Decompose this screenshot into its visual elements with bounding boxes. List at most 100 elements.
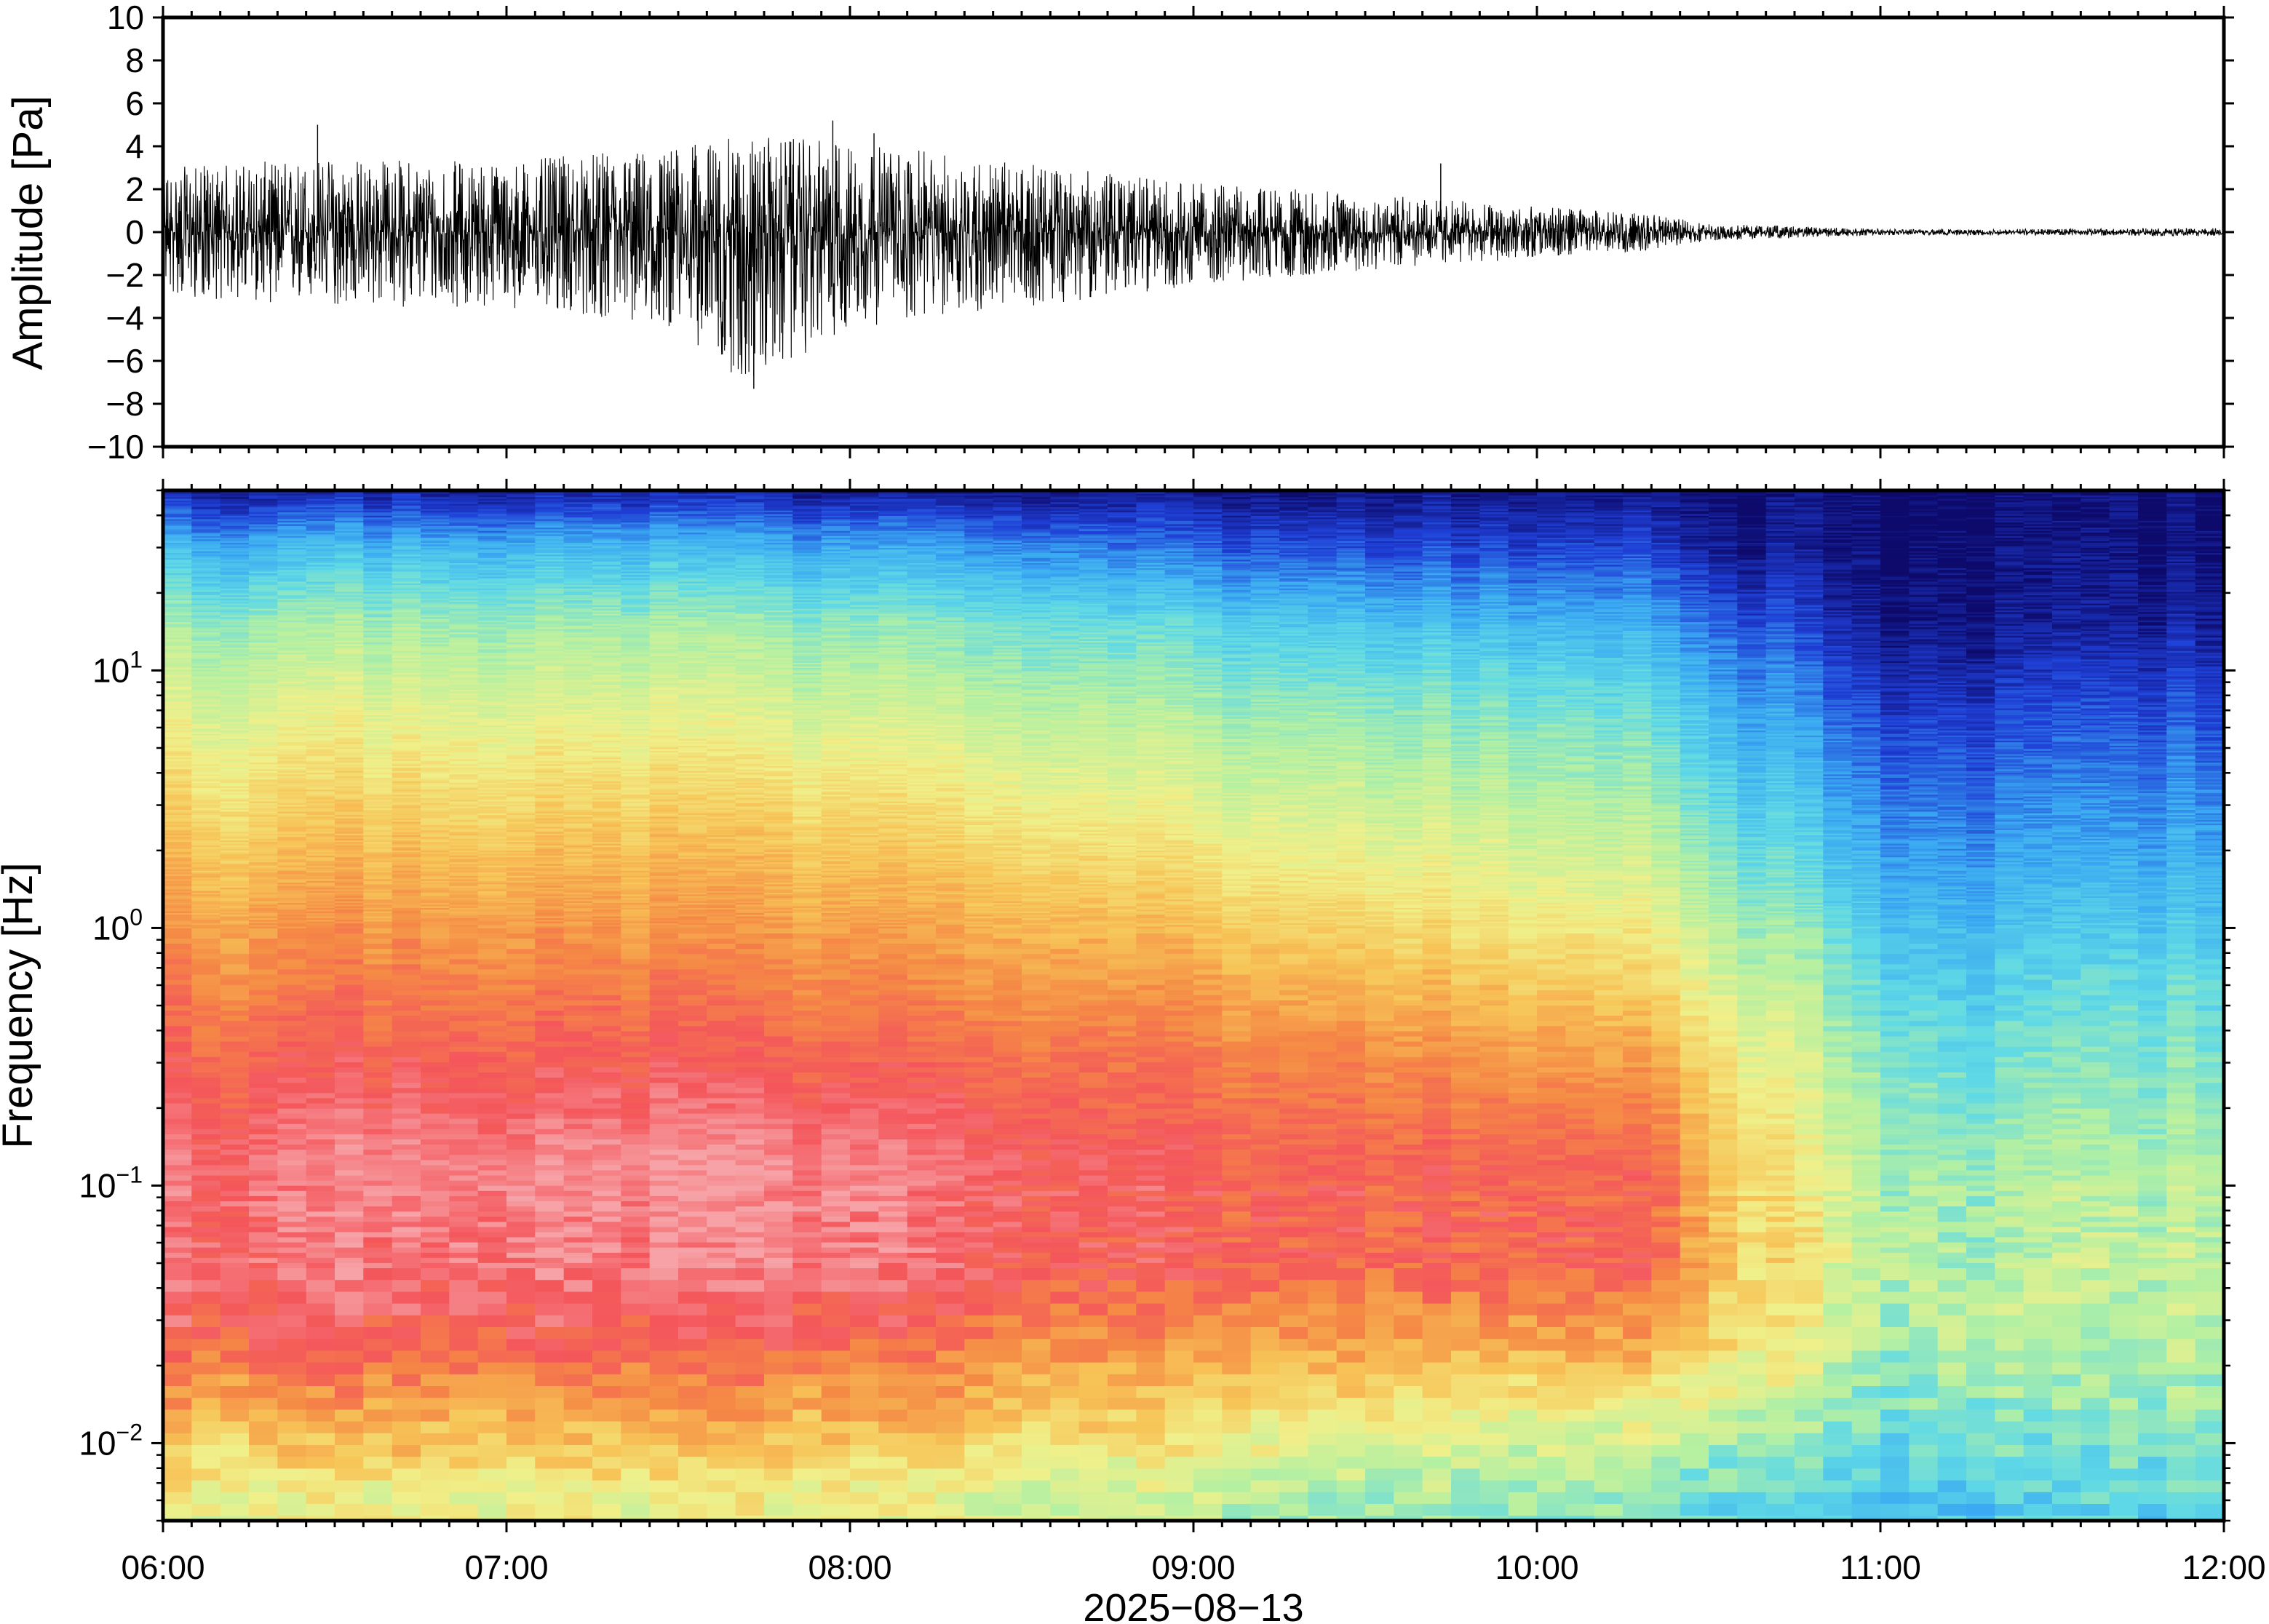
- spectrogram-cell: [392, 570, 421, 573]
- spectrogram-cell: [449, 680, 479, 682]
- spectrogram-cell: [335, 534, 364, 537]
- spectrogram-cell: [163, 549, 192, 552]
- spectrogram-cell: [449, 744, 479, 747]
- spectrogram-cell: [335, 658, 364, 660]
- spectrogram-cell: [392, 519, 421, 522]
- spectrogram-cell: [249, 583, 278, 586]
- spectrogram-cell: [506, 1180, 536, 1187]
- spectrogram-cell: [392, 717, 421, 720]
- spectrogram-cell: [249, 949, 278, 955]
- spectrogram-cell: [421, 840, 450, 843]
- spectrogram-cell: [335, 607, 364, 610]
- spectrogram-cell: [163, 520, 192, 523]
- spectrogram-cell: [363, 1078, 393, 1083]
- spectrogram-cell: [421, 838, 450, 841]
- spectrogram-cell: [421, 823, 450, 826]
- spectrogram-cell: [306, 725, 335, 728]
- spectrogram-cell: [277, 784, 307, 787]
- spectrogram-cell: [191, 883, 221, 885]
- spectrogram-cell: [506, 1088, 536, 1094]
- spectrogram-cell: [163, 524, 192, 527]
- spectrogram-cell: [363, 565, 393, 568]
- spectrogram-cell: [363, 592, 393, 594]
- spectrogram-cell: [421, 630, 450, 633]
- spectrogram-cell: [220, 544, 250, 547]
- spectrogram-cell: [277, 713, 307, 716]
- spectrogram-cell: [392, 909, 421, 912]
- spectrogram-cell: [477, 562, 507, 565]
- spectrogram-cell: [392, 1237, 421, 1243]
- spectrogram-cell: [191, 586, 221, 589]
- spectrogram-cell: [306, 632, 335, 635]
- spectrogram-cell: [277, 1072, 307, 1078]
- spectrogram-cell: [249, 995, 278, 1001]
- spectrogram-cell: [335, 586, 364, 589]
- spectrogram-cell: [306, 796, 335, 799]
- spectrogram-cell: [220, 796, 250, 799]
- spectrogram-cell: [335, 554, 364, 557]
- spectrogram-cell: [191, 926, 221, 929]
- spectrogram-cell: [392, 792, 421, 795]
- spectrogram-cell: [392, 891, 421, 893]
- spectrogram-cell: [249, 671, 278, 674]
- spectrogram-cell: [335, 620, 364, 623]
- spectrogram-cell: [421, 954, 450, 960]
- spectrogram-cell: [392, 650, 421, 653]
- spectrogram-cell: [277, 949, 307, 955]
- spectrogram-cell: [163, 585, 192, 587]
- spectrogram-cell: [249, 797, 278, 800]
- spectrogram-cell: [306, 733, 335, 736]
- spectrogram-cell: [449, 944, 479, 950]
- spectrogram-cell: [449, 776, 479, 779]
- spectrogram-cell: [220, 779, 250, 782]
- spectrogram-cell: [249, 921, 278, 924]
- spectrogram-cell: [306, 828, 335, 831]
- spectrogram-cell: [335, 492, 364, 495]
- spectrogram-cell: [506, 503, 536, 506]
- spectrogram-cell: [421, 749, 450, 752]
- spectrogram-cell: [477, 656, 507, 658]
- spectrogram-cell: [249, 1327, 278, 1340]
- spectrogram-cell: [449, 700, 479, 702]
- spectrogram-cell: [335, 632, 364, 635]
- spectrogram-cell: [220, 808, 250, 811]
- spectrogram-cell: [277, 659, 307, 662]
- spectrogram-cell: [392, 810, 421, 813]
- spectrogram-cell: [191, 1222, 221, 1227]
- spectrogram-cell: [392, 845, 421, 848]
- spectrogram-cell: [477, 703, 507, 706]
- spectrogram-cell: [392, 832, 421, 835]
- spectrogram-cell: [363, 573, 393, 576]
- spectrogram-cell: [477, 889, 507, 892]
- spectrogram-cell: [220, 497, 250, 500]
- spectrogram-cell: [449, 801, 479, 804]
- spectrogram-cell: [392, 610, 421, 613]
- spectrogram-cell: [306, 830, 335, 832]
- spectrogram-cell: [220, 877, 250, 880]
- spectrogram-cell: [449, 769, 479, 772]
- spectrogram-cell: [421, 693, 450, 696]
- spectrogram-cell: [449, 1129, 479, 1135]
- spectrogram-cell: [335, 800, 364, 803]
- spectrogram-cell: [421, 1150, 450, 1155]
- spectrogram-cell: [249, 612, 278, 615]
- spectrogram-cell: [163, 541, 192, 544]
- spectrogram-cell: [535, 933, 565, 939]
- spectrogram-cell: [220, 695, 250, 698]
- spectrogram-cell: [163, 915, 192, 918]
- spectrogram-cell: [249, 592, 278, 594]
- spectrogram-cell: [163, 580, 192, 582]
- spectrogram-cell: [277, 1237, 307, 1243]
- spectrogram-cell: [191, 1021, 221, 1027]
- spectrogram-cell: [163, 593, 192, 596]
- spectrogram-cell: [249, 497, 278, 500]
- spectrogram-cell: [249, 803, 278, 805]
- spectrogram-cell: [335, 776, 364, 779]
- spectrogram-cell: [477, 680, 507, 682]
- spectrogram-cell: [249, 597, 278, 600]
- spectrogram-cell: [449, 789, 479, 792]
- spectrogram-cell: [249, 570, 278, 573]
- spectrogram-cell: [277, 818, 307, 821]
- spectrogram-cell: [220, 519, 250, 522]
- spectrogram-cell: [335, 585, 364, 587]
